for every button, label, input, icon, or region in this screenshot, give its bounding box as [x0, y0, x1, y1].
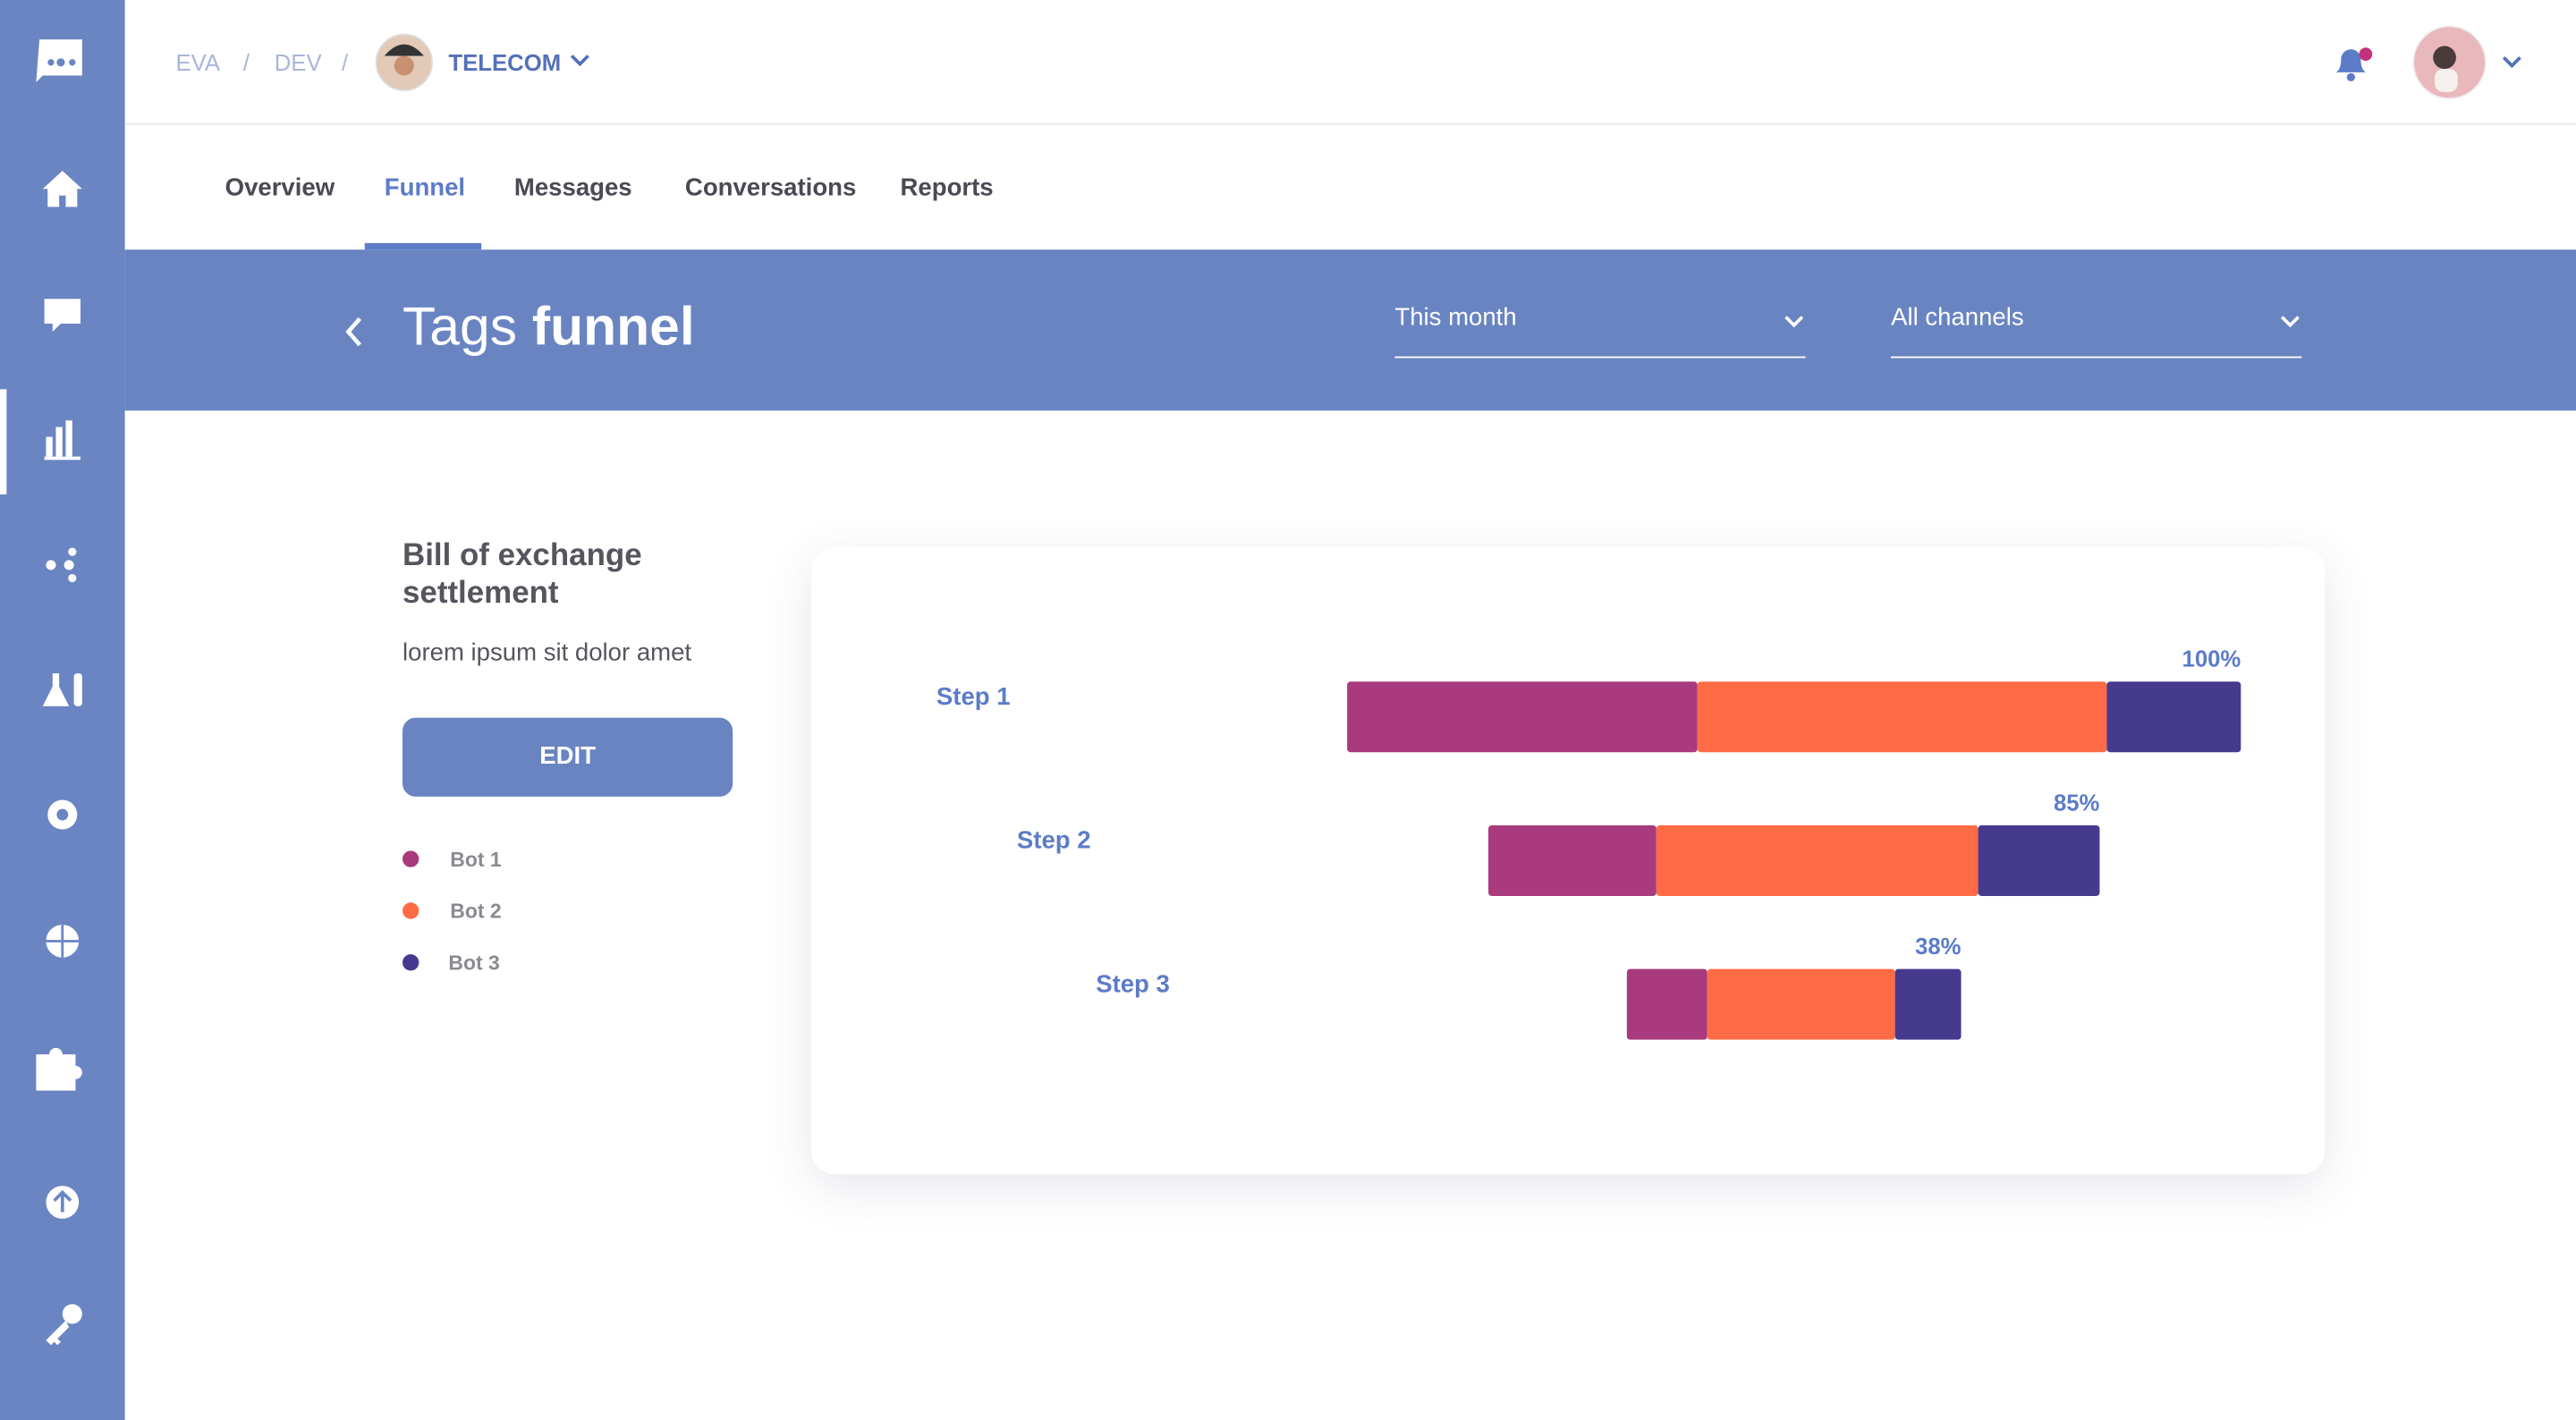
step-label: Step 1: [936, 682, 1011, 710]
edit-button[interactable]: EDIT: [402, 717, 733, 797]
funnel-segment: [1697, 681, 2107, 753]
notifications-icon[interactable]: [2326, 39, 2376, 89]
panel-title: Bill of exchange settlement: [402, 538, 642, 612]
dropdown-icon[interactable]: [569, 53, 592, 69]
legend-swatch: [402, 902, 419, 919]
key-icon[interactable]: [62, 1304, 82, 1324]
plugins-icon[interactable]: [36, 1047, 82, 1091]
legend-swatch: [402, 954, 419, 971]
title-bold: funnel: [531, 295, 695, 357]
top-bar: EVA / DEV / TELECOM: [124, 0, 2576, 125]
back-button[interactable]: [342, 316, 365, 349]
tab-active[interactable]: Funnel: [384, 173, 466, 202]
active-indicator: [0, 389, 7, 494]
tab[interactable]: Messages: [513, 173, 632, 202]
step-total: 38%: [1915, 934, 1962, 959]
funnel-segment: [1487, 824, 1657, 896]
messages-icon[interactable]: [44, 299, 81, 333]
legend-swatch: [402, 850, 419, 867]
step-total: 85%: [2054, 790, 2100, 816]
step-label: Step 2: [1017, 826, 1091, 854]
lab-icon[interactable]: [42, 673, 70, 706]
tab[interactable]: Conversations: [684, 173, 857, 202]
funnel-segment: [1894, 968, 1962, 1040]
funnel-segment: [1347, 681, 1698, 753]
sidebar-icons: [0, 39, 82, 1346]
funnel-segment: [2106, 681, 2241, 753]
funnel-segment: [1626, 968, 1707, 1040]
tab[interactable]: Reports: [900, 173, 994, 202]
breadcrumb[interactable]: DEV: [274, 49, 322, 76]
filter-label: This month: [1394, 303, 1517, 333]
funnel-segment: [1656, 824, 1979, 896]
dropdown-icon[interactable]: [2501, 55, 2524, 71]
page-header: Tags funnel This month All channels: [124, 249, 2576, 411]
title-light: Tags: [402, 295, 518, 357]
breadcrumb[interactable]: TELECOM: [448, 49, 562, 76]
legend-label: Bot 1: [450, 848, 502, 871]
legend: Bot 1 Bot 2 Bot 3: [402, 848, 502, 975]
breadcrumb[interactable]: EVA: [175, 49, 221, 76]
legend-label: Bot 3: [448, 951, 499, 975]
home-icon[interactable]: [42, 171, 82, 207]
step-total: 100%: [2182, 647, 2241, 672]
tab-underline: [364, 242, 482, 250]
panel-description: lorem ipsum sit dolor amet: [402, 638, 692, 667]
funnel-segment: [1707, 968, 1895, 1040]
channel-filter[interactable]: All channels: [1891, 303, 2302, 359]
tab-bar: Overview Funnel Messages Conversations R…: [125, 125, 2576, 250]
separator: /: [242, 49, 250, 76]
separator: /: [342, 49, 349, 76]
tab[interactable]: Overview: [225, 173, 335, 202]
project-avatar[interactable]: [375, 33, 434, 92]
filter-label: All channels: [1891, 303, 2024, 333]
network-icon[interactable]: [46, 560, 56, 571]
page-title: Tags funnel: [402, 296, 695, 359]
analytics-icon[interactable]: [46, 436, 53, 457]
funnel-segment: [1978, 824, 2100, 896]
date-filter[interactable]: This month: [1394, 303, 1806, 359]
sidebar: [0, 0, 125, 1420]
user-avatar[interactable]: [2411, 25, 2487, 100]
chart-card: Step 1 100% Step 2 85% Step 3 38%: [811, 546, 2325, 1175]
legend-label: Bot 2: [450, 900, 501, 923]
chart: Step 1 100% Step 2 85% Step 3 38%: [936, 647, 2241, 1040]
step-label: Step 3: [1096, 969, 1170, 997]
